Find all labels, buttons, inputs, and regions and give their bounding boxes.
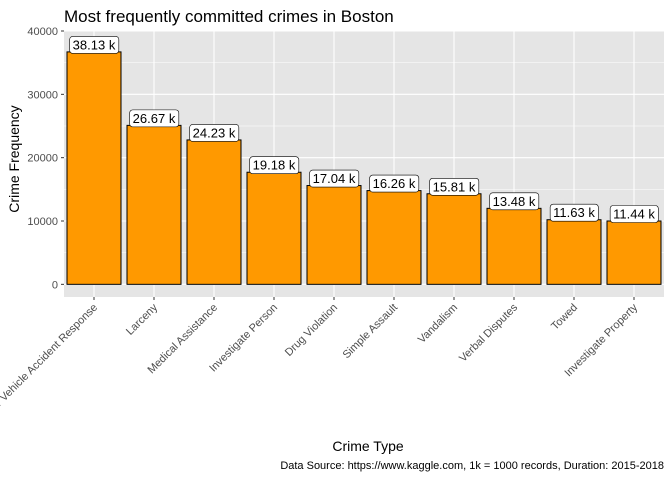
y-axis: 0 10000 20000 30000 40000 — [27, 26, 64, 291]
data-label-text: 17.04 k — [313, 171, 356, 186]
data-label-box — [189, 124, 240, 142]
data-label-text: 24.23 k — [193, 125, 236, 140]
bar — [246, 171, 302, 285]
chart-title: Most frequently committed crimes in Bost… — [64, 7, 394, 26]
data-label-box — [609, 205, 659, 223]
x-tick-label: Larceny — [124, 301, 161, 338]
data-label: 24.23 k — [189, 124, 240, 142]
bar — [366, 190, 422, 285]
data-label: 19.18 k — [249, 156, 300, 175]
x-tick-label: Towed — [549, 302, 580, 333]
data-label-box — [249, 156, 300, 175]
data-label-text: 19.18 k — [253, 158, 296, 173]
data-label-box — [129, 109, 180, 128]
bar — [426, 193, 482, 285]
x-tick-label: Investigate Person — [207, 302, 280, 375]
bar — [126, 124, 182, 285]
x-tick-label: Motor Vehicle Accident Response — [0, 302, 100, 426]
y-tick-label: 40000 — [27, 26, 58, 38]
x-tick-label: Vandalism — [416, 302, 460, 346]
data-label: 17.04 k — [309, 169, 360, 188]
data-label: 11.44 k — [609, 205, 659, 223]
bar — [66, 51, 122, 285]
data-label-box — [309, 169, 360, 188]
data-label-box — [69, 36, 120, 54]
x-tick-label: Verbal Disputes — [457, 301, 520, 364]
data-label-text: 26.67 k — [133, 111, 176, 126]
bars — [66, 51, 662, 285]
bar — [546, 219, 602, 285]
bar — [486, 207, 542, 285]
data-label-box — [489, 192, 540, 211]
bar — [306, 185, 362, 285]
data-label-box — [429, 177, 480, 196]
data-label: 13.48 k — [489, 192, 540, 211]
data-labels: 38.13 k 26.67 k 24.23 k 19.18 k 17.04 k 16.26… — [69, 36, 659, 223]
bar — [186, 139, 242, 285]
data-label-text: 38.13 k — [73, 37, 116, 52]
data-label-text: 13.48 k — [493, 194, 536, 209]
data-label-text: 16.26 k — [373, 176, 416, 191]
y-tick-label: 20000 — [27, 153, 58, 165]
data-label: 11.63 k — [549, 203, 599, 222]
data-label-text: 11.44 k — [613, 207, 655, 222]
data-label: 16.26 k — [369, 174, 420, 193]
y-tick-label: 10000 — [27, 216, 58, 228]
y-tick-label: 30000 — [27, 89, 58, 101]
data-label: 26.67 k — [129, 109, 180, 128]
bar — [606, 220, 662, 285]
data-label-text: 15.81 k — [433, 179, 476, 194]
y-axis-title: Crime Frequency — [6, 105, 22, 212]
data-label-box — [369, 174, 420, 193]
x-axis: Motor Vehicle Accident Response LarcenyMe… — [0, 297, 640, 426]
x-tick-label: Simple Assault — [341, 302, 401, 362]
chart-caption: Data Source: https://www.kaggle.com, 1k … — [280, 460, 664, 472]
x-tick-label: Drug Violation — [283, 302, 340, 359]
x-axis-title: Crime Type — [332, 438, 404, 454]
data-label-text: 11.63 k — [553, 205, 595, 220]
y-tick-label: 0 — [52, 279, 58, 291]
data-label-box — [549, 203, 599, 222]
data-label: 38.13 k — [69, 36, 120, 54]
data-label: 15.81 k — [429, 177, 480, 196]
